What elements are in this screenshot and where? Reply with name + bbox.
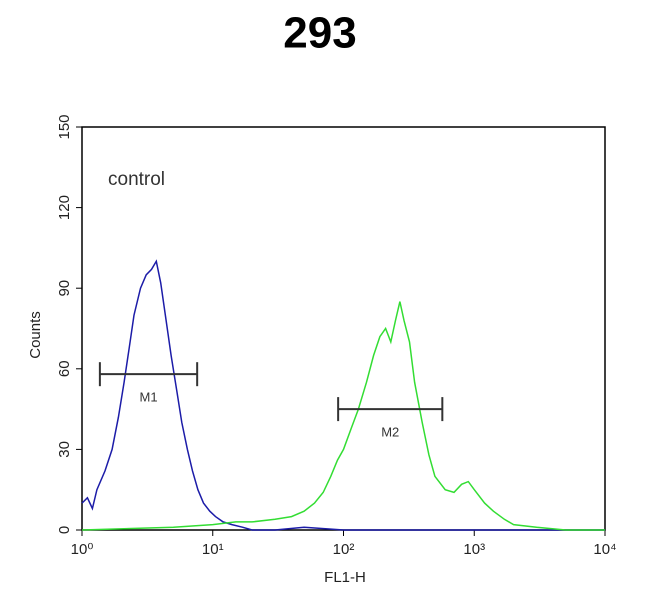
y-tick-label: 90	[56, 280, 73, 297]
y-tick-label: 60	[56, 360, 73, 377]
chart-title: 293	[283, 9, 356, 58]
y-tick-label: 120	[56, 195, 73, 220]
marker-label: M1	[139, 390, 157, 405]
x-axis-label: FL1-H	[324, 569, 366, 586]
y-tick-label: 150	[56, 114, 73, 139]
x-tick-label: 10¹	[202, 541, 224, 558]
x-tick-label: 10²	[333, 541, 355, 558]
y-tick-label: 30	[56, 441, 73, 458]
x-tick-label: 10³	[463, 541, 485, 558]
marker-label: M2	[381, 425, 399, 440]
series-line	[81, 301, 605, 531]
y-axis-label: Counts	[27, 311, 44, 359]
y-tick-label: 0	[56, 526, 73, 534]
annotation: control	[108, 169, 165, 190]
series-line	[81, 259, 605, 531]
x-tick-label: 10⁴	[593, 541, 616, 558]
x-tick-label: 10⁰	[71, 541, 94, 558]
